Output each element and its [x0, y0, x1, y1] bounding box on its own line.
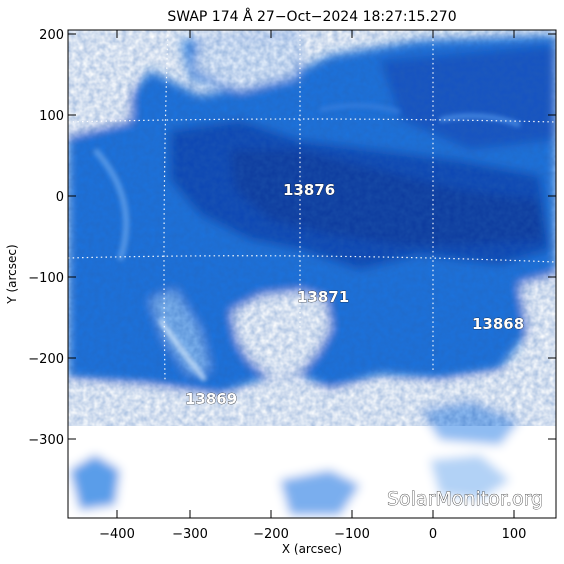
coordinate-grid: [68, 30, 556, 381]
y-tick-label: 0: [56, 190, 64, 205]
y-tick-label: 100: [39, 109, 64, 124]
region-label-13876: 13876: [283, 181, 335, 199]
y-tick-label: −100: [28, 271, 64, 286]
x-tick-label: −300: [172, 527, 208, 542]
x-tick-label: −200: [253, 527, 289, 542]
x-axis-label: X (arcsec): [282, 542, 342, 556]
y-tick-label: −300: [28, 433, 64, 448]
y-tick-label: 200: [39, 28, 64, 43]
region-label-13869: 13869: [185, 390, 237, 408]
region-label-13868: 13868: [472, 315, 524, 333]
y-tick-label: −200: [28, 352, 64, 367]
x-tick-label: 100: [502, 527, 527, 542]
euv-image-area: [68, 30, 556, 518]
x-tick-label: −100: [334, 527, 370, 542]
y-axis-label: Y (arcsec): [5, 244, 19, 304]
x-tick-label: −400: [99, 527, 135, 542]
x-tick-label: 0: [429, 527, 437, 542]
y-axis-ticks: [68, 33, 556, 440]
x-axis-ticks: [116, 30, 515, 518]
plot-title: SWAP 174 Å 27−Oct−2024 18:27:15.270: [167, 8, 456, 25]
watermark: SolarMonitor.org: [387, 488, 543, 510]
region-label-13871: 13871: [297, 288, 349, 306]
plot-frame: [67, 29, 557, 519]
